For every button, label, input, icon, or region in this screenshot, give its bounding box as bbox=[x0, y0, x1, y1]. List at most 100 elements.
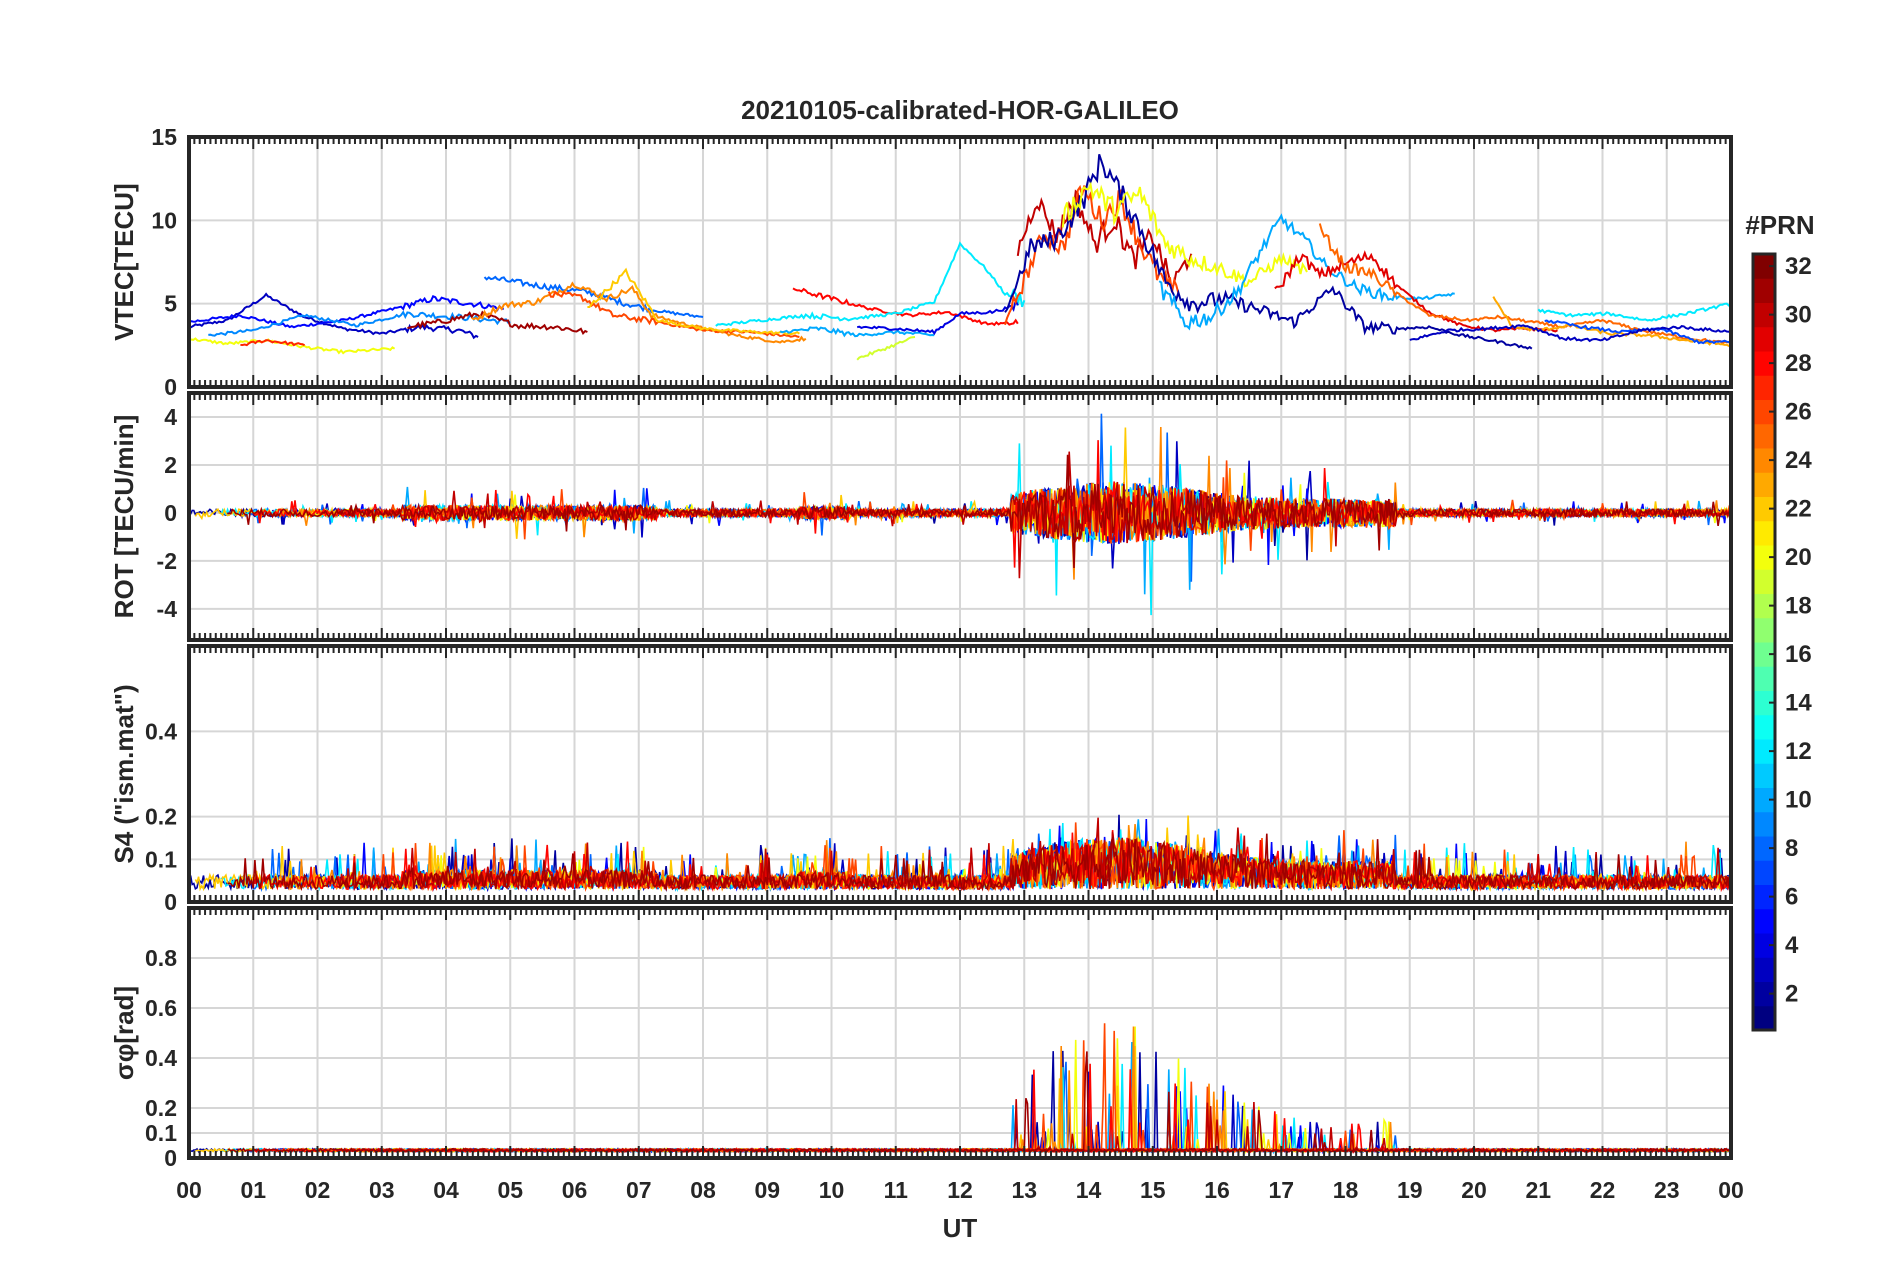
panel-sigma: 00.10.2 0.4 0.6 0.8σφ[rad] bbox=[109, 906, 1733, 1171]
x-tick-label: 08 bbox=[690, 1177, 716, 1203]
colorbar-segment bbox=[1753, 666, 1775, 691]
x-tick-label: 10 bbox=[819, 1177, 845, 1203]
y-tick-label: 0.4 bbox=[145, 718, 177, 744]
colorbar-segment bbox=[1753, 569, 1775, 594]
colorbar-tick-label: 18 bbox=[1785, 593, 1812, 620]
colorbar-segment bbox=[1753, 811, 1775, 837]
vtec-series-prn-9 bbox=[208, 310, 511, 337]
x-tick-label: 15 bbox=[1140, 1177, 1166, 1203]
y-axis-label-sigma: σφ[rad] bbox=[109, 986, 139, 1080]
x-tick-label: 05 bbox=[497, 1177, 523, 1203]
colorbar-segment bbox=[1753, 520, 1775, 546]
x-tick-label: 13 bbox=[1011, 1177, 1037, 1203]
y-tick-label: 0 bbox=[164, 1145, 177, 1171]
series-group-vtec bbox=[189, 153, 1731, 361]
x-tick-label: 20 bbox=[1461, 1177, 1487, 1203]
x-tick-label: 19 bbox=[1397, 1177, 1423, 1203]
vtec-series-prn-2 bbox=[1004, 153, 1533, 350]
x-tick-label: 01 bbox=[240, 1177, 266, 1203]
vtec-series-prn-24 bbox=[471, 281, 807, 344]
colorbar-tick-label: 16 bbox=[1785, 641, 1812, 668]
y-tick-label: 0.4 bbox=[145, 1045, 177, 1071]
x-tick-label: 18 bbox=[1333, 1177, 1359, 1203]
colorbar-segment bbox=[1753, 836, 1775, 861]
vtec-series-prn-19 bbox=[856, 336, 916, 361]
colorbar-segment bbox=[1753, 884, 1775, 910]
panel-s4: 0 0.1 0.2 0.4S4 ("ism.mat") bbox=[109, 644, 1733, 915]
x-tick-label: 00 bbox=[1718, 1177, 1744, 1203]
x-tick-label: 06 bbox=[562, 1177, 588, 1203]
panel-vtec: 0 5 10 15 VTEC[TECU] bbox=[109, 124, 1733, 400]
colorbar-segment bbox=[1753, 545, 1775, 570]
x-tick-label: 12 bbox=[947, 1177, 973, 1203]
colorbar-segment bbox=[1753, 375, 1775, 400]
y-tick-label: 5 bbox=[164, 291, 177, 317]
colorbar-segment bbox=[1753, 642, 1775, 667]
colorbar-segment bbox=[1753, 1005, 1775, 1031]
vtec-series-prn-28 bbox=[792, 287, 1019, 327]
vtec-series-prn-3 bbox=[189, 292, 479, 340]
series-group-rot bbox=[189, 413, 1731, 616]
colorbar-tick-label: 12 bbox=[1785, 738, 1812, 765]
colorbar-tick-label: 26 bbox=[1785, 399, 1812, 426]
colorbar-segment bbox=[1753, 302, 1775, 328]
colorbar-segment bbox=[1753, 278, 1775, 303]
vtec-series-prn-26 bbox=[1004, 184, 1180, 326]
vtec-series-prn-3 bbox=[1409, 324, 1731, 343]
colorbar-tick-label: 32 bbox=[1785, 253, 1812, 280]
x-tick-label: 09 bbox=[754, 1177, 780, 1203]
vtec-series-prn-20 bbox=[1061, 181, 1308, 288]
x-tick-label: 14 bbox=[1076, 1177, 1102, 1203]
colorbar-tick-label: 6 bbox=[1785, 884, 1798, 911]
colorbar-segment bbox=[1753, 763, 1775, 788]
colorbar-segment bbox=[1753, 399, 1775, 425]
vtec-series-prn-4 bbox=[856, 297, 1019, 336]
y-tick-label: 0.2 bbox=[145, 804, 177, 830]
colorbar-segment bbox=[1753, 860, 1775, 885]
vtec-series-prn-31 bbox=[407, 310, 588, 336]
s4-series-prn-31 bbox=[227, 833, 1731, 892]
colorbar-segment bbox=[1753, 351, 1775, 376]
colorbar-tick-label: 14 bbox=[1785, 690, 1812, 717]
colorbar-tick-label: 2 bbox=[1785, 981, 1798, 1008]
x-axis-label: UT bbox=[943, 1213, 978, 1243]
s4-series-prn-30 bbox=[336, 817, 1731, 892]
sigma-series-prn-31 bbox=[227, 1051, 1731, 1154]
vtec-series-prn-12 bbox=[1537, 302, 1731, 322]
chart-title: 20210105-calibrated-HOR-GALILEO bbox=[741, 95, 1179, 125]
y-tick-label: 0.8 bbox=[145, 945, 177, 971]
vtec-series-prn-30 bbox=[1016, 189, 1193, 293]
x-tick-label: 11 bbox=[884, 1177, 909, 1203]
vtec-series-prn-12 bbox=[715, 241, 1026, 327]
colorbar-tick-label: 28 bbox=[1785, 350, 1812, 377]
x-tick-label: 21 bbox=[1525, 1177, 1551, 1203]
y-tick-label: 10 bbox=[151, 207, 177, 233]
colorbar-tick-label: 24 bbox=[1785, 447, 1812, 474]
colorbar-segment bbox=[1753, 787, 1775, 813]
colorbar-segment bbox=[1753, 326, 1775, 352]
vtec-series-prn-5 bbox=[189, 295, 504, 329]
vtec-series-prn-20 bbox=[189, 337, 396, 355]
series-group-s4 bbox=[189, 814, 1731, 893]
colorbar-title: #PRN bbox=[1745, 210, 1814, 240]
vtec-series-prn-25 bbox=[1318, 223, 1731, 346]
colorbar-tick-label: 4 bbox=[1785, 932, 1799, 959]
y-tick-label: 0.2 bbox=[145, 1095, 177, 1121]
x-tick-label: 23 bbox=[1654, 1177, 1680, 1203]
colorbar-segment bbox=[1753, 933, 1775, 958]
y-axis-label-s4: S4 ("ism.mat") bbox=[109, 684, 139, 863]
colorbar-segment bbox=[1753, 908, 1775, 934]
y-tick-label: 0 bbox=[164, 889, 177, 915]
y-tick-label: 15 bbox=[151, 124, 177, 150]
vtec-series-prn-22 bbox=[587, 267, 800, 336]
x-tick-label: 04 bbox=[433, 1177, 459, 1203]
colorbar-tick-label: 22 bbox=[1785, 496, 1812, 523]
y-axis-label-rot: ROT [TECU/min] bbox=[109, 415, 139, 619]
colorbar-segment bbox=[1753, 690, 1775, 716]
y-tick-label: -2 bbox=[157, 548, 177, 574]
panel-rot: -4 -2 0 2 4 ROT [TECU/min] bbox=[109, 391, 1733, 642]
colorbar-segment bbox=[1753, 617, 1775, 643]
colorbar-tick-label: 30 bbox=[1785, 302, 1812, 329]
rot-series-prn-31 bbox=[227, 454, 1731, 569]
